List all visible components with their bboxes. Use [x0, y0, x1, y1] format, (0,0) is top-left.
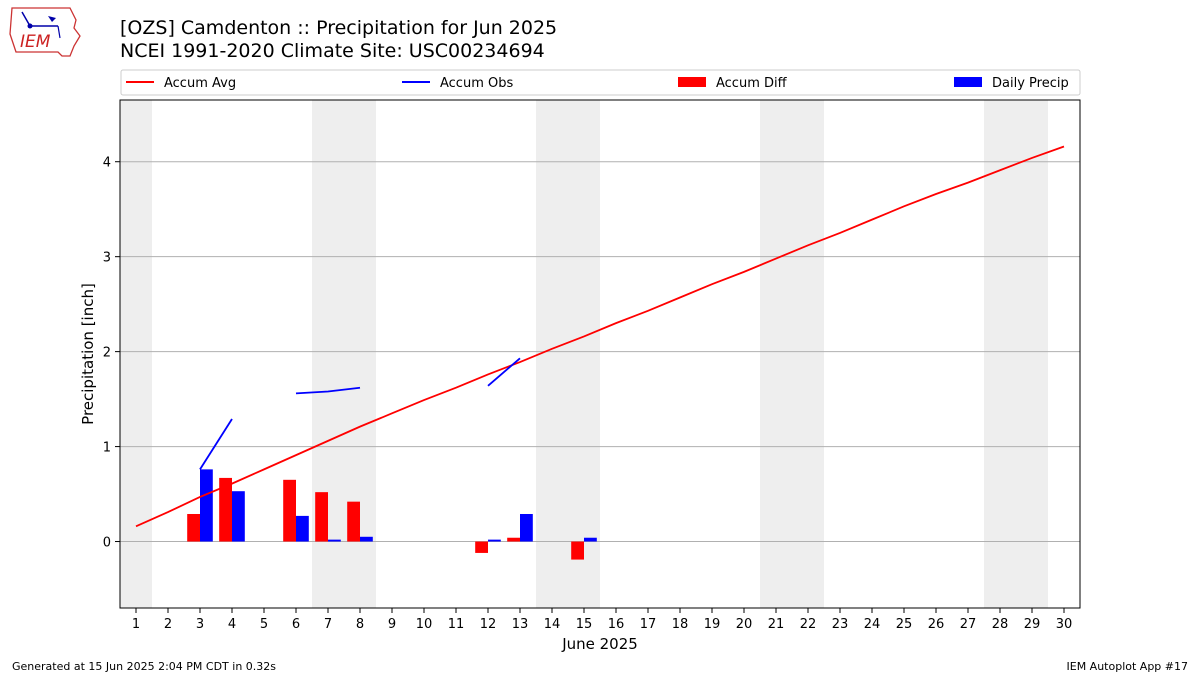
accum-diff-bar — [475, 541, 488, 553]
x-tick-label: 9 — [388, 617, 396, 632]
x-tick-label: 28 — [992, 617, 1009, 632]
accum-diff-bar — [315, 492, 328, 542]
y-tick-label: 3 — [103, 251, 111, 266]
legend-label: Daily Precip — [992, 76, 1069, 91]
accum-diff-bar — [571, 541, 584, 560]
x-tick-label: 8 — [356, 617, 364, 632]
x-tick-label: 18 — [672, 617, 689, 632]
x-tick-label: 23 — [832, 617, 849, 632]
x-tick-label: 26 — [928, 617, 945, 632]
x-tick-label: 27 — [960, 617, 977, 632]
accum-diff-bar — [283, 479, 296, 542]
x-tick-label: 16 — [608, 617, 625, 632]
y-axis-label: Precipitation [inch] — [79, 283, 97, 425]
x-tick-label: 6 — [292, 617, 300, 632]
x-tick-label: 11 — [448, 617, 465, 632]
x-tick-label: 1 — [132, 617, 140, 632]
x-tick-label: 12 — [480, 617, 497, 632]
x-tick-label: 14 — [544, 617, 561, 632]
legend-swatch — [678, 77, 706, 87]
x-tick-label: 13 — [512, 617, 529, 632]
accum-diff-bar — [187, 513, 200, 542]
daily-precip-bar — [200, 469, 213, 542]
daily-precip-bar — [296, 515, 309, 542]
x-axis-label: June 2025 — [561, 635, 638, 653]
legend-label: Accum Obs — [440, 76, 513, 91]
accum-diff-bar — [219, 477, 232, 542]
x-tick-label: 10 — [416, 617, 433, 632]
accum-obs-line — [487, 357, 521, 387]
x-tick-label: 3 — [196, 617, 204, 632]
legend-swatch — [954, 77, 982, 87]
x-tick-label: 24 — [864, 617, 881, 632]
x-tick-label: 25 — [896, 617, 913, 632]
x-tick-label: 30 — [1056, 617, 1073, 632]
x-tick-label: 17 — [640, 617, 657, 632]
x-tick-label: 19 — [704, 617, 721, 632]
daily-precip-bar — [584, 537, 597, 542]
chart-legend: Accum Avg Accum Obs Accum Diff Daily Precip — [120, 69, 1081, 96]
x-tick-label: 5 — [260, 617, 268, 632]
x-tick-label: 15 — [576, 617, 593, 632]
daily-precip-bar — [328, 539, 341, 542]
daily-precip-bar — [488, 539, 501, 542]
generated-timestamp: Generated at 15 Jun 2025 2:04 PM CDT in … — [12, 660, 277, 673]
logo-text: IEM — [20, 32, 51, 52]
x-tick-label: 2 — [164, 617, 172, 632]
y-tick-label: 1 — [103, 441, 111, 456]
x-tick-label: 20 — [736, 617, 753, 632]
x-tick-label: 21 — [768, 617, 785, 632]
accum-obs-line — [199, 418, 233, 470]
weekend-shade — [984, 100, 1048, 608]
daily-precip-bar — [520, 513, 533, 542]
y-tick-label: 2 — [103, 346, 111, 361]
y-tick-label: 4 — [103, 156, 111, 171]
chart-subtitle: NCEI 1991-2020 Climate Site: USC00234694 — [120, 40, 545, 62]
weekend-shade — [120, 100, 152, 608]
app-credit: IEM Autoplot App #17 — [1066, 660, 1189, 673]
iem-logo: IEM — [9, 7, 81, 57]
accum-obs-line — [295, 386, 361, 395]
weekend-shade — [760, 100, 824, 608]
y-tick-label: 0 — [103, 536, 111, 551]
chart-title: [OZS] Camdenton :: Precipitation for Jun… — [120, 17, 558, 39]
x-tick-label: 22 — [800, 617, 817, 632]
x-tick-label: 4 — [228, 617, 236, 632]
daily-precip-bar — [360, 536, 373, 542]
accum-diff-bar — [347, 501, 360, 542]
legend-label: Accum Avg — [164, 76, 236, 91]
weekend-shade — [536, 100, 600, 608]
daily-precip-bar — [232, 491, 245, 542]
accum-avg-line — [135, 145, 1065, 528]
accum-diff-bar — [507, 537, 520, 542]
x-tick-label: 29 — [1024, 617, 1041, 632]
x-tick-label: 7 — [324, 617, 332, 632]
legend-label: Accum Diff — [716, 76, 788, 91]
